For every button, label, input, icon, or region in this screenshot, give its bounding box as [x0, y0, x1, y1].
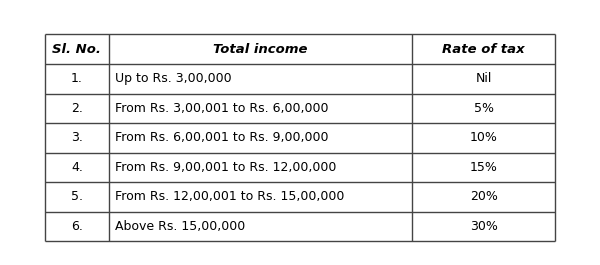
Text: Total income: Total income	[213, 43, 308, 56]
Text: 5%: 5%	[473, 102, 494, 115]
Text: 4.: 4.	[71, 161, 83, 174]
Text: Up to Rs. 3,00,000: Up to Rs. 3,00,000	[115, 72, 232, 85]
Text: From Rs. 12,00,001 to Rs. 15,00,000: From Rs. 12,00,001 to Rs. 15,00,000	[115, 190, 344, 203]
Text: Above Rs. 15,00,000: Above Rs. 15,00,000	[115, 220, 245, 233]
Text: 15%: 15%	[470, 161, 497, 174]
Text: Rate of tax: Rate of tax	[442, 43, 525, 56]
Text: 3.: 3.	[71, 131, 83, 144]
Text: 5.: 5.	[71, 190, 83, 203]
Text: 6.: 6.	[71, 220, 83, 233]
Text: 20%: 20%	[470, 190, 497, 203]
Text: From Rs. 6,00,001 to Rs. 9,00,000: From Rs. 6,00,001 to Rs. 9,00,000	[115, 131, 328, 144]
Text: From Rs. 3,00,001 to Rs. 6,00,000: From Rs. 3,00,001 to Rs. 6,00,000	[115, 102, 328, 115]
Text: From Rs. 9,00,001 to Rs. 12,00,000: From Rs. 9,00,001 to Rs. 12,00,000	[115, 161, 336, 174]
Text: Nil: Nil	[475, 72, 492, 85]
Text: 1.: 1.	[71, 72, 83, 85]
Text: 30%: 30%	[470, 220, 497, 233]
Text: 10%: 10%	[470, 131, 497, 144]
Text: 2.: 2.	[71, 102, 83, 115]
Text: Sl. No.: Sl. No.	[52, 43, 101, 56]
